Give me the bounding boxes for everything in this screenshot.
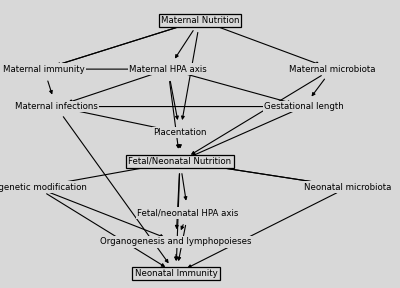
Text: Neonatal Immunity: Neonatal Immunity <box>135 269 217 278</box>
Text: Maternal HPA axis: Maternal HPA axis <box>129 65 207 74</box>
Text: Maternal microbiota: Maternal microbiota <box>289 65 375 74</box>
Text: Epigenetic modification: Epigenetic modification <box>0 183 87 192</box>
Text: Maternal immunity: Maternal immunity <box>3 65 85 74</box>
Text: Placentation: Placentation <box>153 128 207 137</box>
Text: Neonatal microbiota: Neonatal microbiota <box>304 183 392 192</box>
Text: Fetal/Neonatal Nutrition: Fetal/Neonatal Nutrition <box>128 157 232 166</box>
Text: Fetal/neonatal HPA axis: Fetal/neonatal HPA axis <box>137 209 239 218</box>
Text: Gestational length: Gestational length <box>264 102 344 111</box>
Text: Maternal infections: Maternal infections <box>14 102 98 111</box>
Text: Organogenesis and lymphopoieses: Organogenesis and lymphopoieses <box>100 237 252 247</box>
Text: Maternal Nutrition: Maternal Nutrition <box>161 16 239 25</box>
